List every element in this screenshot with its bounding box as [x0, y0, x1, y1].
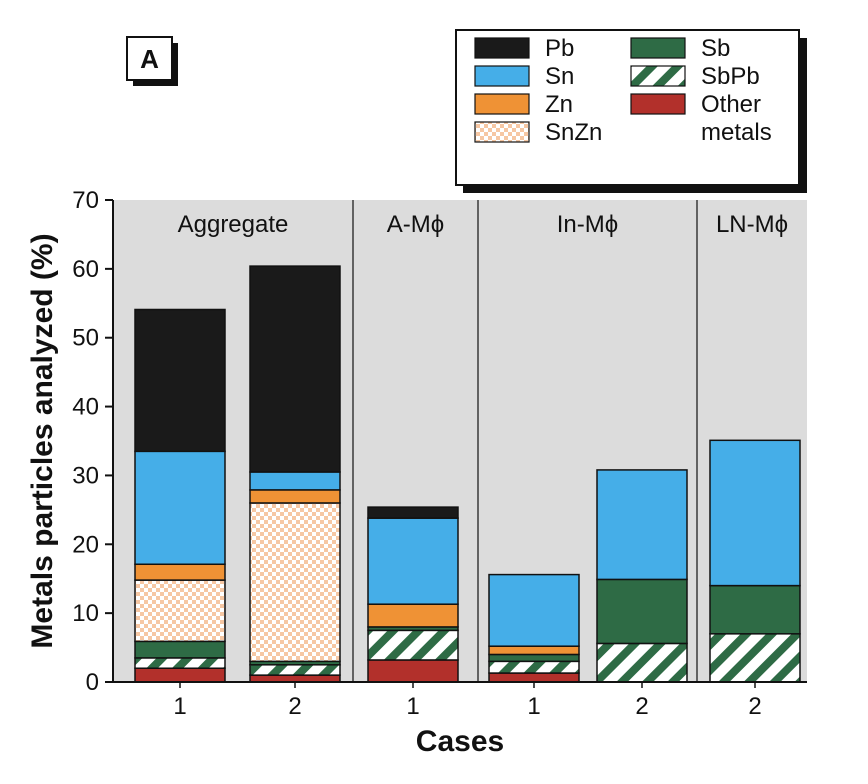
legend-swatch [630, 65, 686, 87]
legend-item-sbpb: SbPb [630, 63, 760, 90]
bar-stack-4 [488, 573, 580, 683]
legend-label: SbPb [701, 63, 760, 90]
legend-label: Sb [701, 35, 730, 62]
y-tick-label: 50 [72, 325, 99, 352]
bar-segment-pb [249, 265, 341, 473]
bar-segment-sb [596, 578, 688, 645]
legend-label: SnZn [545, 119, 602, 146]
bar-segment-other-metals [367, 659, 459, 683]
bar-segment-sb [709, 584, 801, 635]
y-tick-label: 30 [72, 462, 99, 489]
bars [134, 265, 801, 683]
bar-segment-other-metals [134, 667, 226, 683]
x-axis-title: Cases [416, 725, 504, 758]
x-tick-label: 2 [748, 693, 761, 720]
y-axis-ticks: 0 10 20 30 40 50 60 70 [72, 187, 113, 696]
bar-segment-sn [134, 450, 226, 566]
bar-segment-zn [367, 603, 459, 628]
group-label-aggregate: Aggregate [178, 211, 289, 238]
legend-item-zn: Zn [474, 91, 573, 118]
legend-label: Sn [545, 63, 574, 90]
bar-segment-sn [596, 469, 688, 581]
bar-stack-1 [134, 308, 226, 683]
x-tick-label: 1 [406, 693, 419, 720]
bar-segment-sbpb [249, 664, 341, 676]
bar-segment-zn [134, 563, 226, 581]
group-label-a-m: A-Mϕ [387, 211, 444, 238]
x-tick-label: 2 [288, 693, 301, 720]
y-tick-label: 10 [72, 600, 99, 627]
y-tick-label: 40 [72, 394, 99, 421]
bar-segment-zn [249, 489, 341, 504]
panel-label: A [126, 36, 178, 86]
plot-area [113, 200, 807, 682]
bar-segment-sn [709, 439, 801, 587]
bar-stack-2 [249, 265, 341, 683]
legend-item-snzn: SnZn [474, 119, 602, 146]
legend-item-sb: Sb [630, 35, 730, 62]
bar-segment-pb [367, 506, 459, 519]
y-axis-title: Metals particles analyzed (%) [26, 233, 59, 648]
legend-swatch [474, 93, 530, 115]
bar-segment-sbpb [367, 629, 459, 661]
legend-item-sn: Sn [474, 63, 574, 90]
legend-label: Other [701, 91, 761, 118]
bar-segment-sn [367, 517, 459, 605]
x-axis-ticks: 1 2 1 1 2 2 [173, 682, 762, 720]
y-tick-label: 20 [72, 531, 99, 558]
legend-item-pb: Pb [474, 35, 574, 62]
bar-stack-3 [367, 506, 459, 683]
bar-stack-6 [709, 439, 801, 683]
bar-segment-snzn [134, 579, 226, 643]
bar-segment-other-metals [249, 674, 341, 683]
legend-swatch [474, 65, 530, 87]
y-tick-label: 0 [86, 669, 99, 696]
legend-label: Zn [545, 91, 573, 118]
legend-swatch [474, 121, 530, 143]
bar-stack-5 [596, 469, 688, 683]
group-label-ln-m: LN-Mϕ [716, 211, 788, 238]
bar-segment-other-metals [488, 672, 580, 683]
bar-segment-sn [488, 573, 580, 647]
x-tick-label: 1 [173, 693, 186, 720]
panel-label-text: A [140, 44, 159, 74]
y-tick-label: 60 [72, 256, 99, 283]
bar-segment-sbpb [488, 660, 580, 674]
bar-segment-sbpb [596, 642, 688, 683]
x-tick-label: 2 [635, 693, 648, 720]
legend-label-line2: metals [701, 119, 772, 146]
legend-swatch [630, 93, 686, 115]
legend-label: Pb [545, 35, 574, 62]
bar-segment-sn [249, 471, 341, 491]
y-tick-label: 70 [72, 187, 99, 214]
bar-segment-sbpb [709, 633, 801, 683]
group-labels: Aggregate A-Mϕ In-Mϕ LN-Mϕ [178, 200, 788, 682]
bar-segment-sb [488, 653, 580, 663]
bar-segment-pb [134, 308, 226, 453]
group-label-in-m: In-Mϕ [557, 211, 618, 238]
bar-segment-snzn [249, 502, 341, 663]
legend-swatch [474, 37, 530, 59]
bar-segment-zn [488, 645, 580, 656]
bar-segment-sbpb [134, 657, 226, 669]
x-tick-label: 1 [527, 693, 540, 720]
legend-swatch [630, 37, 686, 59]
bar-segment-sb [134, 640, 226, 659]
